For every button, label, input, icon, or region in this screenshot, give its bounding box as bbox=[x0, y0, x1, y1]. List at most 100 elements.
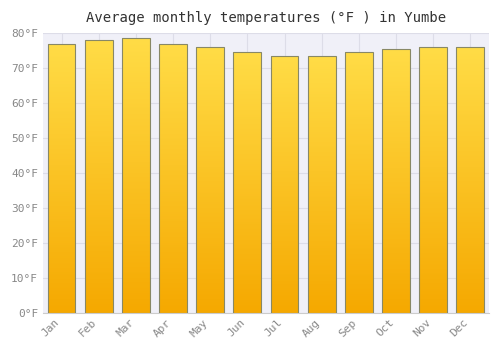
Bar bbox=[345, 294, 373, 296]
Bar bbox=[382, 104, 410, 106]
Bar bbox=[345, 247, 373, 249]
Bar bbox=[308, 146, 336, 147]
Bar bbox=[85, 73, 112, 74]
Bar bbox=[48, 234, 76, 236]
Bar bbox=[419, 127, 447, 128]
Bar bbox=[85, 184, 112, 186]
Bar bbox=[234, 306, 262, 307]
Bar bbox=[122, 237, 150, 239]
Bar bbox=[345, 237, 373, 238]
Bar bbox=[308, 206, 336, 208]
Bar bbox=[85, 283, 112, 284]
Bar bbox=[196, 55, 224, 56]
Bar bbox=[234, 219, 262, 220]
Bar bbox=[419, 216, 447, 217]
Bar bbox=[270, 198, 298, 200]
Bar bbox=[196, 250, 224, 252]
Bar bbox=[159, 183, 187, 185]
Bar bbox=[270, 256, 298, 258]
Bar bbox=[456, 55, 484, 56]
Bar bbox=[48, 45, 76, 47]
Bar bbox=[122, 178, 150, 180]
Bar bbox=[48, 85, 76, 87]
Bar bbox=[196, 111, 224, 112]
Bar bbox=[270, 247, 298, 248]
Bar bbox=[234, 300, 262, 301]
Bar bbox=[159, 69, 187, 71]
Bar bbox=[456, 78, 484, 79]
Bar bbox=[382, 89, 410, 90]
Bar bbox=[270, 218, 298, 219]
Bar bbox=[419, 245, 447, 246]
Bar bbox=[308, 60, 336, 61]
Bar bbox=[345, 258, 373, 259]
Bar bbox=[270, 152, 298, 154]
Bar bbox=[345, 114, 373, 115]
Bar bbox=[270, 208, 298, 209]
Bar bbox=[270, 293, 298, 295]
Bar bbox=[419, 149, 447, 151]
Bar bbox=[196, 254, 224, 256]
Bar bbox=[48, 270, 76, 271]
Bar bbox=[122, 51, 150, 52]
Bar bbox=[234, 252, 262, 253]
Bar bbox=[270, 212, 298, 214]
Bar bbox=[345, 52, 373, 313]
Bar bbox=[419, 74, 447, 75]
Bar bbox=[234, 279, 262, 280]
Bar bbox=[48, 260, 76, 261]
Bar bbox=[234, 156, 262, 158]
Bar bbox=[345, 302, 373, 303]
Bar bbox=[122, 38, 150, 40]
Bar bbox=[345, 116, 373, 118]
Bar bbox=[159, 159, 187, 161]
Bar bbox=[85, 206, 112, 208]
Bar bbox=[48, 150, 76, 151]
Bar bbox=[196, 278, 224, 279]
Bar bbox=[419, 169, 447, 170]
Bar bbox=[234, 183, 262, 184]
Bar bbox=[419, 58, 447, 59]
Bar bbox=[382, 178, 410, 180]
Bar bbox=[308, 210, 336, 211]
Bar bbox=[159, 120, 187, 122]
Bar bbox=[122, 191, 150, 192]
Bar bbox=[234, 120, 262, 121]
Bar bbox=[48, 266, 76, 267]
Bar bbox=[419, 153, 447, 155]
Bar bbox=[382, 206, 410, 207]
Bar bbox=[456, 209, 484, 210]
Bar bbox=[196, 110, 224, 111]
Bar bbox=[196, 200, 224, 201]
Bar bbox=[48, 228, 76, 229]
Bar bbox=[308, 150, 336, 151]
Bar bbox=[345, 166, 373, 167]
Bar bbox=[456, 229, 484, 230]
Bar bbox=[308, 160, 336, 161]
Bar bbox=[234, 275, 262, 276]
Bar bbox=[308, 288, 336, 289]
Bar bbox=[419, 285, 447, 286]
Bar bbox=[419, 183, 447, 184]
Bar bbox=[85, 103, 112, 104]
Bar bbox=[85, 235, 112, 236]
Bar bbox=[48, 91, 76, 92]
Bar bbox=[85, 120, 112, 122]
Bar bbox=[234, 100, 262, 102]
Bar bbox=[270, 300, 298, 301]
Bar bbox=[234, 292, 262, 293]
Bar bbox=[122, 245, 150, 247]
Bar bbox=[159, 233, 187, 235]
Bar bbox=[85, 144, 112, 145]
Bar bbox=[382, 128, 410, 130]
Bar bbox=[308, 143, 336, 145]
Bar bbox=[382, 268, 410, 269]
Bar bbox=[122, 41, 150, 43]
Bar bbox=[270, 146, 298, 147]
Bar bbox=[234, 115, 262, 116]
Bar bbox=[270, 175, 298, 177]
Bar bbox=[234, 167, 262, 168]
Bar bbox=[234, 206, 262, 207]
Bar bbox=[48, 306, 76, 307]
Bar bbox=[122, 226, 150, 228]
